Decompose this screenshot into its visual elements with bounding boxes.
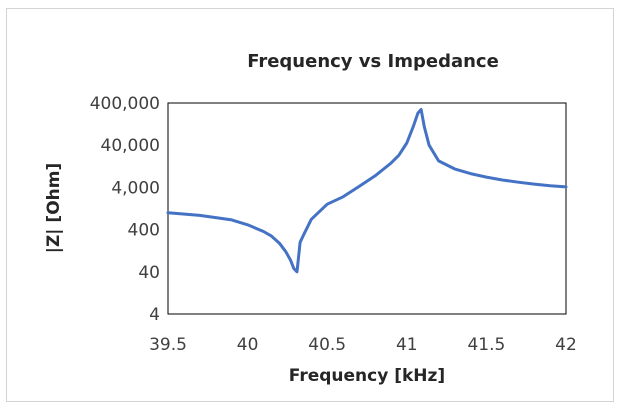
x-tick-label: 41 bbox=[396, 335, 418, 355]
x-tick-label: 40 bbox=[237, 335, 259, 355]
x-axis-title: Frequency [kHz] bbox=[289, 366, 445, 386]
x-tick-label: 41.5 bbox=[467, 335, 505, 355]
y-tick-label: 40 bbox=[138, 263, 160, 283]
x-tick-label: 39.5 bbox=[149, 335, 187, 355]
x-axis-ticks: 39.5 40 40.5 41 41.5 42 bbox=[149, 335, 577, 355]
y-tick-label: 4 bbox=[149, 305, 160, 325]
plot-area-border bbox=[167, 102, 567, 315]
y-axis-ticks: 4 40 400 4,000 40,000 400,000 bbox=[90, 94, 160, 325]
y-tick-label: 4,000 bbox=[111, 178, 160, 198]
chart-frame: Frequency vs Impedance 4 40 400 4,000 40,000… bbox=[6, 8, 614, 402]
x-tick-label: 40.5 bbox=[308, 335, 346, 355]
y-axis-title: |Z| [Ohm] bbox=[44, 163, 64, 253]
chart-title: Frequency vs Impedance bbox=[247, 51, 499, 72]
y-tick-label: 400,000 bbox=[90, 94, 160, 114]
impedance-series-line bbox=[166, 108, 568, 274]
y-tick-label: 400 bbox=[128, 221, 160, 241]
y-tick-label: 40,000 bbox=[101, 136, 160, 156]
x-tick-label: 42 bbox=[555, 335, 577, 355]
impedance-chart: Frequency vs Impedance 4 40 400 4,000 40,000… bbox=[44, 51, 577, 386]
